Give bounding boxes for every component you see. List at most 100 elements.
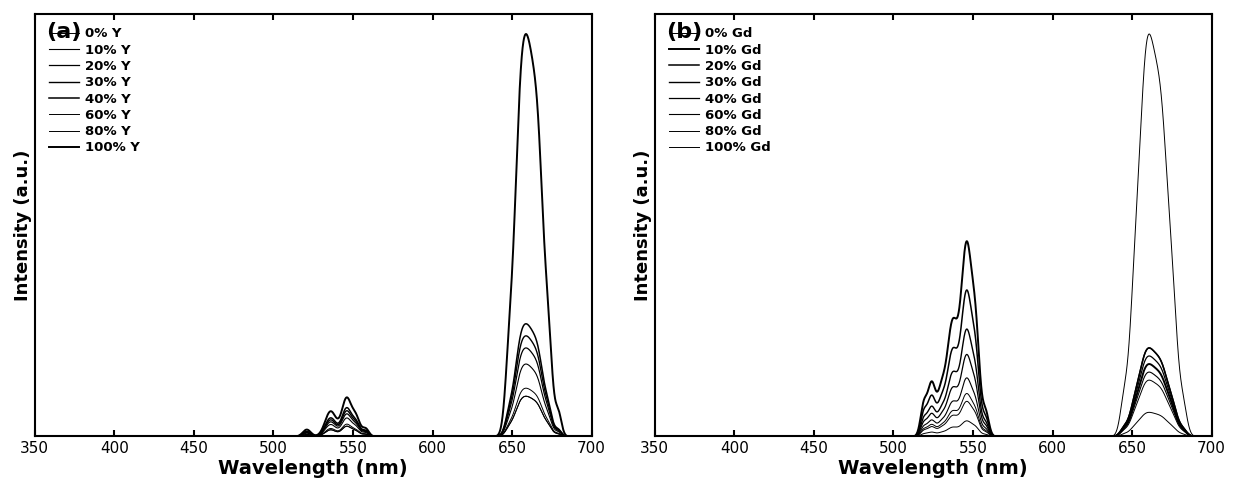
Y-axis label: Intensity (a.u.): Intensity (a.u.): [14, 150, 32, 301]
60% Gd: [764, 433, 779, 439]
20% Gd: [1001, 433, 1016, 439]
Line: 0% Y: 0% Y: [35, 388, 591, 436]
10% Gd: [960, 238, 975, 244]
30% Gd: [910, 431, 925, 437]
20% Y: [381, 433, 396, 439]
40% Gd: [1204, 433, 1219, 439]
60% Y: [357, 431, 372, 437]
Text: (b): (b): [666, 22, 702, 42]
60% Gd: [977, 425, 992, 430]
20% Y: [541, 406, 556, 412]
0% Y: [27, 433, 42, 439]
60% Gd: [1001, 433, 1016, 439]
80% Gd: [647, 433, 662, 439]
Line: 80% Gd: 80% Gd: [655, 380, 1211, 436]
60% Y: [290, 433, 305, 439]
100% Gd: [647, 433, 662, 439]
Line: 60% Gd: 60% Gd: [655, 372, 1211, 436]
20% Y: [518, 345, 533, 351]
40% Y: [381, 433, 396, 439]
10% Gd: [1161, 392, 1176, 398]
80% Y: [381, 433, 396, 439]
100% Gd: [848, 433, 863, 439]
40% Gd: [960, 351, 975, 357]
10% Gd: [910, 429, 925, 435]
Legend: 0% Y, 10% Y, 20% Y, 30% Y, 40% Y, 60% Y, 80% Y, 100% Y: 0% Y, 10% Y, 20% Y, 30% Y, 40% Y, 60% Y,…: [47, 25, 143, 157]
10% Y: [584, 433, 599, 439]
20% Y: [584, 433, 599, 439]
10% Y: [144, 433, 159, 439]
20% Gd: [764, 433, 779, 439]
10% Gd: [647, 433, 662, 439]
40% Gd: [910, 431, 925, 437]
20% Gd: [1204, 433, 1219, 439]
Line: 40% Gd: 40% Gd: [655, 354, 1211, 436]
X-axis label: Wavelength (nm): Wavelength (nm): [218, 459, 408, 478]
80% Y: [290, 433, 305, 439]
30% Gd: [1204, 433, 1219, 439]
20% Gd: [848, 433, 863, 439]
30% Gd: [1001, 433, 1016, 439]
60% Gd: [848, 433, 863, 439]
40% Y: [584, 433, 599, 439]
30% Y: [290, 433, 305, 439]
40% Gd: [1161, 387, 1176, 393]
60% Gd: [910, 432, 925, 438]
100% Y: [357, 425, 372, 430]
40% Y: [541, 399, 556, 405]
20% Gd: [978, 412, 993, 418]
20% Gd: [1161, 382, 1176, 388]
100% Gd: [1204, 433, 1219, 439]
60% Y: [144, 433, 159, 439]
30% Gd: [1161, 382, 1176, 388]
X-axis label: Wavelength (nm): Wavelength (nm): [838, 459, 1028, 478]
10% Gd: [978, 404, 993, 410]
60% Gd: [1161, 397, 1176, 402]
0% Gd: [1001, 433, 1016, 439]
100% Y: [518, 31, 533, 37]
30% Y: [381, 433, 396, 439]
40% Y: [27, 433, 42, 439]
30% Gd: [848, 433, 863, 439]
20% Y: [290, 433, 305, 439]
Line: 0% Gd: 0% Gd: [655, 412, 1211, 436]
Line: 80% Y: 80% Y: [35, 396, 591, 436]
0% Y: [584, 433, 599, 439]
80% Y: [27, 433, 42, 439]
100% Y: [27, 433, 42, 439]
100% Y: [144, 433, 159, 439]
40% Gd: [647, 433, 662, 439]
10% Gd: [1204, 433, 1219, 439]
80% Y: [541, 421, 556, 427]
0% Gd: [1161, 420, 1176, 426]
Line: 100% Y: 100% Y: [35, 34, 591, 436]
Legend: 0% Gd, 10% Gd, 20% Gd, 30% Gd, 40% Gd, 60% Gd, 80% Gd, 100% Gd: 0% Gd, 10% Gd, 20% Gd, 30% Gd, 40% Gd, 6…: [667, 25, 774, 157]
100% Gd: [764, 433, 779, 439]
10% Y: [541, 411, 556, 417]
10% Y: [381, 433, 396, 439]
60% Y: [584, 433, 599, 439]
0% Gd: [764, 433, 779, 439]
40% Y: [228, 433, 243, 439]
20% Gd: [910, 430, 925, 436]
40% Gd: [848, 433, 863, 439]
0% Gd: [647, 433, 662, 439]
30% Y: [357, 428, 372, 433]
40% Gd: [978, 421, 993, 427]
100% Gd: [1161, 201, 1176, 207]
Line: 20% Gd: 20% Gd: [655, 290, 1211, 436]
0% Gd: [910, 433, 925, 439]
0% Y: [357, 430, 372, 436]
80% Gd: [910, 432, 925, 438]
60% Y: [518, 393, 533, 399]
30% Y: [541, 402, 556, 408]
60% Y: [27, 433, 42, 439]
100% Y: [228, 433, 243, 439]
40% Gd: [1001, 433, 1016, 439]
Line: 30% Y: 30% Y: [35, 336, 591, 436]
Line: 40% Y: 40% Y: [35, 324, 591, 436]
30% Y: [228, 433, 243, 439]
30% Gd: [647, 433, 662, 439]
Line: 30% Gd: 30% Gd: [655, 329, 1211, 436]
30% Y: [27, 433, 42, 439]
